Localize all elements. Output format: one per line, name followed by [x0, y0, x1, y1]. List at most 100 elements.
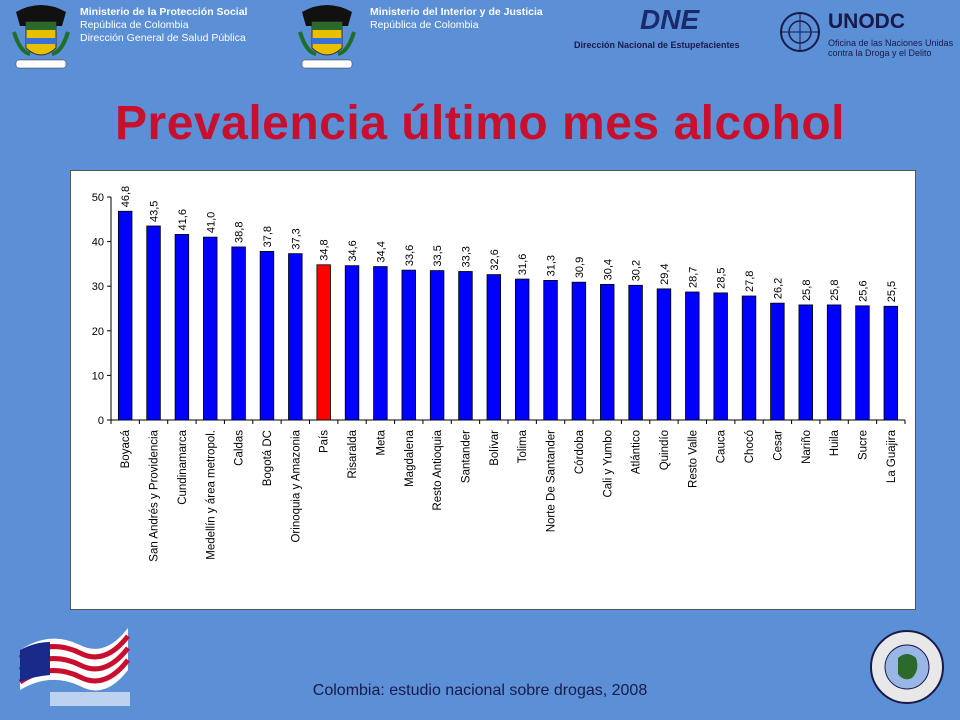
- bar: [146, 225, 161, 421]
- category-label: Magdalena: [404, 429, 416, 487]
- bar-value-label: 46,8: [120, 186, 132, 207]
- ministry-protection-dept: Dirección General de Salud Pública: [80, 32, 246, 44]
- category-label: Norte De Santander: [546, 430, 558, 532]
- category-label: Tolima: [517, 429, 529, 463]
- category-label: Resto Antioquia: [432, 429, 444, 510]
- y-tick-label: 40: [92, 237, 104, 249]
- unodc-subtitle: Oficina de las Naciones Unidas contra la…: [828, 38, 953, 58]
- category-label: Huila: [829, 429, 841, 456]
- category-label: Atlántico: [631, 430, 643, 474]
- bar-value-label: 43,5: [149, 201, 161, 222]
- category-label: Chocó: [744, 430, 756, 463]
- bar: [685, 291, 700, 421]
- category-label: Bogotá DC: [262, 430, 274, 486]
- category-label: Caldas: [234, 430, 246, 466]
- bar: [883, 305, 899, 421]
- chart-area: 0 10 20 30 40 50 46,8 Boyacá 43,5 San Andrés y Pr…: [70, 170, 916, 610]
- category-label: Orinoquia y Amazonia: [290, 429, 302, 542]
- bar-value-label: 31,3: [546, 255, 558, 276]
- colombia-crest-icon: [12, 5, 70, 69]
- bar-value-label: 41,0: [205, 212, 217, 233]
- oas-seal-icon: [870, 630, 944, 704]
- category-label: Santander: [460, 430, 472, 483]
- bar-value-label: 26,2: [772, 278, 784, 299]
- bar-value-label: 28,7: [687, 267, 699, 288]
- colombia-crest-icon: [298, 5, 356, 69]
- bar-value-label: 25,8: [801, 280, 813, 301]
- ministry-interior-country: República de Colombia: [370, 19, 479, 31]
- category-label: Boyacá: [120, 429, 132, 468]
- bar: [628, 284, 643, 421]
- category-label: Quindío: [659, 430, 671, 470]
- chart-title: Prevalencia último mes alcohol: [115, 97, 845, 150]
- bar-value-label: 25,8: [829, 280, 841, 301]
- category-label: País: [319, 430, 331, 453]
- category-label: Cesar: [772, 430, 784, 461]
- ministry-protection-name: Ministerio de la Protección Social: [80, 6, 248, 18]
- unodc-name: UNODC: [828, 10, 905, 33]
- bar-value-label: 41,6: [177, 209, 189, 230]
- category-label: Meta: [375, 429, 387, 455]
- bar-value-label: 32,6: [489, 249, 501, 270]
- category-label: Nariño: [801, 430, 813, 464]
- bar-value-label: 25,5: [886, 281, 898, 302]
- category-label: Cauca: [716, 429, 728, 463]
- unodc-line1: Oficina de las Naciones Unidas: [828, 38, 954, 48]
- bar: [231, 246, 246, 421]
- bar: [741, 295, 757, 421]
- bar-value-label: 34,6: [347, 240, 359, 261]
- bar-value-label: 37,3: [290, 228, 302, 249]
- category-label: Medellín y área metropol.: [205, 430, 217, 560]
- y-tick-label: 10: [92, 370, 104, 382]
- bar: [713, 292, 728, 421]
- category-label: La Guajira: [886, 429, 898, 483]
- y-tick-label: 20: [92, 326, 104, 338]
- bar: [826, 304, 842, 421]
- bar-value-label: 38,8: [234, 222, 246, 243]
- category-label: Risaralda: [347, 429, 359, 478]
- us-embassy-flag-icon: [18, 628, 130, 706]
- bar-value-label: 25,6: [857, 280, 869, 301]
- bar: [429, 270, 445, 421]
- bar: [458, 271, 473, 421]
- ministry-protection-block: Ministerio de la Protección Social Repúb…: [80, 6, 247, 45]
- bar: [514, 278, 530, 421]
- footer-source: Colombia: estudio nacional sobre drogas,…: [312, 682, 648, 699]
- dne-name: Dirección Nacional de Estupefacientes: [574, 40, 740, 50]
- bar-value-label: 30,9: [574, 257, 586, 278]
- category-label: Sucre: [857, 430, 869, 460]
- bar: [344, 265, 360, 421]
- bar-value-label: 34,4: [375, 241, 387, 262]
- bar: [401, 269, 416, 421]
- ministry-interior-name: Ministerio del Interior y de Justicia: [370, 6, 543, 18]
- y-tick-label: 50: [92, 192, 104, 204]
- bar: [855, 305, 870, 421]
- category-label: Cundinamarca: [177, 429, 189, 504]
- bar: [259, 251, 275, 421]
- bar-value-label: 31,6: [517, 254, 529, 275]
- bar-chart: 0 10 20 30 40 50 46,8 Boyacá 43,5 San Andrés y Pr…: [92, 186, 906, 562]
- bar-value-label: 30,4: [602, 259, 614, 280]
- y-tick-label: 0: [98, 415, 104, 427]
- unodc-line2: contra la Droga y el Delito: [828, 48, 932, 58]
- bar: [288, 253, 303, 421]
- bar: [486, 274, 502, 421]
- bar: [600, 284, 615, 421]
- ministry-interior-block: Ministerio del Interior y de Justicia Re…: [370, 6, 543, 32]
- category-label: Bolívar: [489, 430, 501, 466]
- bar-value-label: 27,8: [744, 271, 756, 292]
- bar: [543, 280, 558, 421]
- ministry-protection-country: República de Colombia: [80, 19, 189, 31]
- bar: [656, 288, 672, 421]
- bar-value-label: 28,5: [716, 267, 728, 288]
- dne-logo-icon: DNE: [640, 4, 700, 35]
- bar: [373, 266, 388, 421]
- bar: [316, 264, 331, 421]
- bar: [798, 304, 813, 421]
- bar-value-label: 33,3: [460, 246, 472, 267]
- bar-value-label: 29,4: [659, 263, 671, 284]
- bar: [571, 281, 587, 421]
- category-label: Cali y Yumbo: [602, 430, 614, 498]
- bar: [174, 234, 190, 421]
- category-label: Resto Valle: [687, 430, 699, 488]
